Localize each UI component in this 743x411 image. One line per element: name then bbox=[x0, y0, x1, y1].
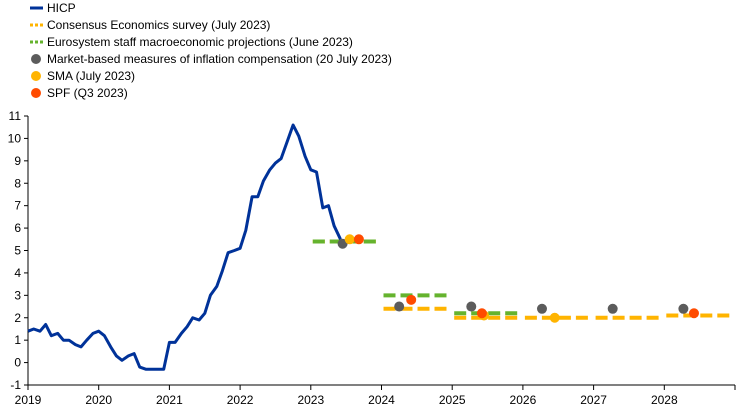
axes: -1 0 1 2 3 4 5 6 7 8 9 10 11 2019 2020 2021 2022 2023 2024… bbox=[8, 109, 736, 407]
legend-swatch bbox=[31, 88, 41, 98]
x-tick-label: 2019 bbox=[15, 393, 42, 407]
legend-label: SMA (July 2023) bbox=[47, 69, 135, 83]
data-point bbox=[476, 308, 487, 319]
legend-swatch bbox=[31, 71, 41, 81]
legend-item: Consensus Economics survey (July 2023) bbox=[30, 18, 270, 32]
data-point bbox=[394, 301, 405, 312]
x-tick-label: 2022 bbox=[227, 393, 254, 407]
y-tick-label: 9 bbox=[14, 154, 21, 168]
plot-area bbox=[27, 123, 733, 371]
x-tick-label: 2023 bbox=[297, 393, 324, 407]
x-tick-label: 2028 bbox=[651, 393, 678, 407]
y-tick-label: 1 bbox=[14, 333, 21, 347]
legend-label: Eurosystem staff macroeconomic projectio… bbox=[47, 35, 353, 49]
legend: HICP Consensus Economics survey (July 202… bbox=[30, 1, 392, 100]
x-tick-label: 2020 bbox=[85, 393, 112, 407]
hicp-line bbox=[27, 123, 342, 371]
y-tick-label: 8 bbox=[14, 176, 21, 190]
y-tick-label: 5 bbox=[14, 244, 21, 258]
data-point bbox=[466, 301, 477, 312]
data-point bbox=[607, 303, 618, 314]
legend-swatch bbox=[31, 54, 41, 64]
legend-item: HICP bbox=[30, 1, 76, 15]
y-tick-label: 6 bbox=[14, 221, 21, 235]
y-tick-label: 2 bbox=[14, 311, 21, 325]
x-tick-label: 2024 bbox=[368, 393, 395, 407]
y-tick-label: 0 bbox=[14, 356, 21, 370]
y-tick-label: 10 bbox=[8, 131, 22, 145]
data-point bbox=[406, 294, 417, 305]
x-tick-label: 2025 bbox=[439, 393, 466, 407]
x-tick-label: 2027 bbox=[580, 393, 607, 407]
data-point bbox=[678, 303, 689, 314]
y-tick-label: 11 bbox=[9, 109, 22, 123]
data-point bbox=[353, 234, 364, 245]
legend-label: SPF (Q3 2023) bbox=[47, 86, 128, 100]
x-tick-label: 2026 bbox=[510, 393, 537, 407]
data-point bbox=[688, 308, 699, 319]
data-point bbox=[536, 303, 547, 314]
legend-label: HICP bbox=[47, 1, 76, 15]
data-point bbox=[344, 234, 355, 245]
legend-item: SMA (July 2023) bbox=[31, 69, 135, 83]
legend-label: Consensus Economics survey (July 2023) bbox=[47, 18, 270, 32]
legend-item: Eurosystem staff macroeconomic projectio… bbox=[30, 35, 353, 49]
legend-item: SPF (Q3 2023) bbox=[31, 86, 128, 100]
y-tick-label: 3 bbox=[14, 288, 21, 302]
x-tick-label: 2021 bbox=[156, 393, 183, 407]
y-tick-label: 4 bbox=[14, 266, 21, 280]
legend-item: Market-based measures of inflation compe… bbox=[31, 52, 392, 66]
data-point bbox=[549, 312, 560, 323]
y-tick-label: 7 bbox=[14, 199, 21, 213]
y-tick-label: -1 bbox=[10, 378, 21, 392]
legend-label: Market-based measures of inflation compe… bbox=[47, 52, 392, 66]
